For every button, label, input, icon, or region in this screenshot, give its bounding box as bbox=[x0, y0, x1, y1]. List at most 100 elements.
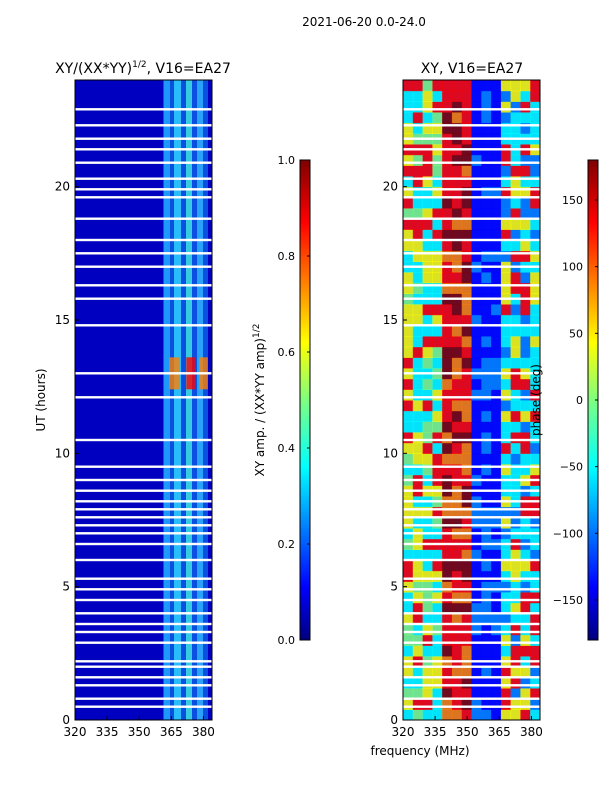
right-heatmap-cell bbox=[412, 229, 424, 241]
right-data-gap bbox=[403, 438, 540, 442]
right-heatmap-cell bbox=[412, 122, 424, 134]
right-heatmap-cell bbox=[510, 186, 521, 198]
right-heatmap-cell bbox=[491, 432, 502, 444]
right-heatmap-cell bbox=[481, 464, 492, 476]
right-heatmap-cell bbox=[500, 624, 512, 636]
left-y-ticks: 0 5 10 15 20 bbox=[55, 180, 79, 727]
right-heatmap-cell bbox=[422, 645, 433, 657]
right-heatmap-cell bbox=[491, 101, 502, 113]
right-heatmap-cell bbox=[461, 517, 472, 529]
right-heatmap-cell bbox=[442, 282, 453, 294]
right-heatmap-cell bbox=[422, 602, 433, 614]
left-data-gap bbox=[75, 465, 212, 468]
right-heatmap-cell bbox=[530, 677, 541, 689]
right-heatmap-cell bbox=[530, 122, 541, 134]
right-heatmap-cell bbox=[520, 325, 531, 337]
right-heatmap-cell bbox=[471, 592, 482, 604]
right-data-gap bbox=[403, 161, 540, 164]
left-x-tick-label: 335 bbox=[96, 725, 119, 739]
right-heatmap-cell bbox=[481, 421, 492, 433]
right-heatmap-cell bbox=[520, 410, 531, 422]
right-heatmap-cell bbox=[471, 122, 482, 134]
left-x-tick-label: 320 bbox=[64, 725, 87, 739]
right-heatmap-cell bbox=[481, 101, 492, 113]
right-heatmap-cell bbox=[491, 304, 502, 316]
right-heatmap-cell bbox=[442, 336, 453, 348]
right-heatmap-cell bbox=[432, 101, 443, 113]
right-y-tick-label: 0 bbox=[390, 713, 398, 727]
right-heatmap-cell bbox=[481, 346, 492, 358]
right-heatmap-cell bbox=[520, 400, 531, 412]
right-heatmap-cell bbox=[422, 240, 433, 252]
right-heatmap-cell bbox=[471, 336, 482, 348]
right-heatmap-cell bbox=[461, 506, 472, 518]
right-heatmap-cell bbox=[422, 90, 433, 102]
right-heatmap-cell bbox=[471, 613, 482, 625]
right-heatmap-cell bbox=[491, 282, 502, 294]
right-heatmap-cell bbox=[500, 154, 512, 166]
right-heatmap-cell bbox=[451, 314, 463, 326]
left-data-gap bbox=[75, 630, 212, 634]
right-heatmap-cell bbox=[412, 506, 424, 518]
right-heatmap-cell bbox=[403, 400, 414, 412]
right-heatmap-cell bbox=[520, 90, 531, 102]
right-heatmap-cell bbox=[520, 357, 531, 369]
right-heatmap-cell bbox=[510, 80, 521, 92]
right-heatmap-cell bbox=[461, 645, 472, 657]
right-heatmap-cell bbox=[403, 165, 414, 177]
right-heatmap-cell bbox=[491, 122, 502, 134]
right-heatmap-cell bbox=[530, 421, 541, 433]
right-heatmap-cell bbox=[412, 186, 424, 198]
right-heatmap-cell bbox=[451, 229, 463, 241]
right-heatmap-cell bbox=[422, 165, 433, 177]
right-data-gap bbox=[403, 660, 540, 663]
right-heatmap-cell bbox=[461, 176, 472, 188]
right-heatmap-cell bbox=[530, 80, 541, 92]
right-heatmap-cell bbox=[422, 432, 433, 444]
right-heatmap-cell bbox=[530, 272, 541, 284]
right-heatmap-cell bbox=[432, 432, 443, 444]
right-data-gap bbox=[403, 684, 540, 687]
right-heatmap-cell bbox=[422, 464, 433, 476]
right-heatmap-cell bbox=[481, 282, 492, 294]
right-data-gap bbox=[403, 524, 540, 527]
right-heatmap-cell bbox=[403, 250, 414, 262]
right-heatmap-cell bbox=[451, 325, 463, 337]
right-heatmap-cell bbox=[403, 517, 414, 529]
left-y-axis-label: UT (hours) bbox=[34, 368, 48, 431]
right-heatmap-cell bbox=[500, 634, 512, 646]
right-heatmap-cell bbox=[461, 336, 472, 348]
left-data-gap bbox=[75, 660, 212, 663]
right-heatmap-cell bbox=[510, 581, 521, 593]
right-heatmap-cell bbox=[471, 208, 482, 220]
right-heatmap-cell bbox=[412, 176, 424, 188]
right-heatmap-cell bbox=[432, 197, 443, 209]
right-heatmap-cell bbox=[471, 453, 482, 465]
right-heatmap-cell bbox=[530, 645, 541, 657]
right-heatmap-cell bbox=[412, 624, 424, 636]
right-heatmap-cell bbox=[491, 624, 502, 636]
right-heatmap-cell bbox=[510, 378, 521, 390]
right-heatmap-cell bbox=[432, 634, 443, 646]
left-data-gap bbox=[75, 612, 212, 615]
right-heatmap-cell bbox=[422, 560, 433, 572]
right-heatmap-cell bbox=[442, 677, 453, 689]
right-heatmap-cell bbox=[442, 197, 453, 209]
right-heatmap-cell bbox=[500, 240, 512, 252]
right-heatmap-cell bbox=[422, 581, 433, 593]
right-heatmap-cell bbox=[451, 208, 463, 220]
left-data-gap bbox=[75, 284, 212, 287]
right-heatmap-cell bbox=[500, 517, 512, 529]
right-heatmap-cell bbox=[442, 506, 453, 518]
right-heatmap-cell bbox=[491, 421, 502, 433]
right-heatmap-cell bbox=[520, 560, 531, 572]
right-heatmap-cell bbox=[403, 421, 414, 433]
right-heatmap-cell bbox=[520, 613, 531, 625]
left-data-gap bbox=[75, 238, 212, 242]
right-data-gap bbox=[403, 137, 540, 140]
right-x-tick-label: 350 bbox=[456, 725, 479, 739]
right-heatmap-cell bbox=[471, 389, 482, 401]
left-colorbar-tick-label: 0.6 bbox=[278, 346, 296, 359]
right-heatmap-cell bbox=[412, 325, 424, 337]
right-heatmap-cell bbox=[510, 549, 521, 561]
